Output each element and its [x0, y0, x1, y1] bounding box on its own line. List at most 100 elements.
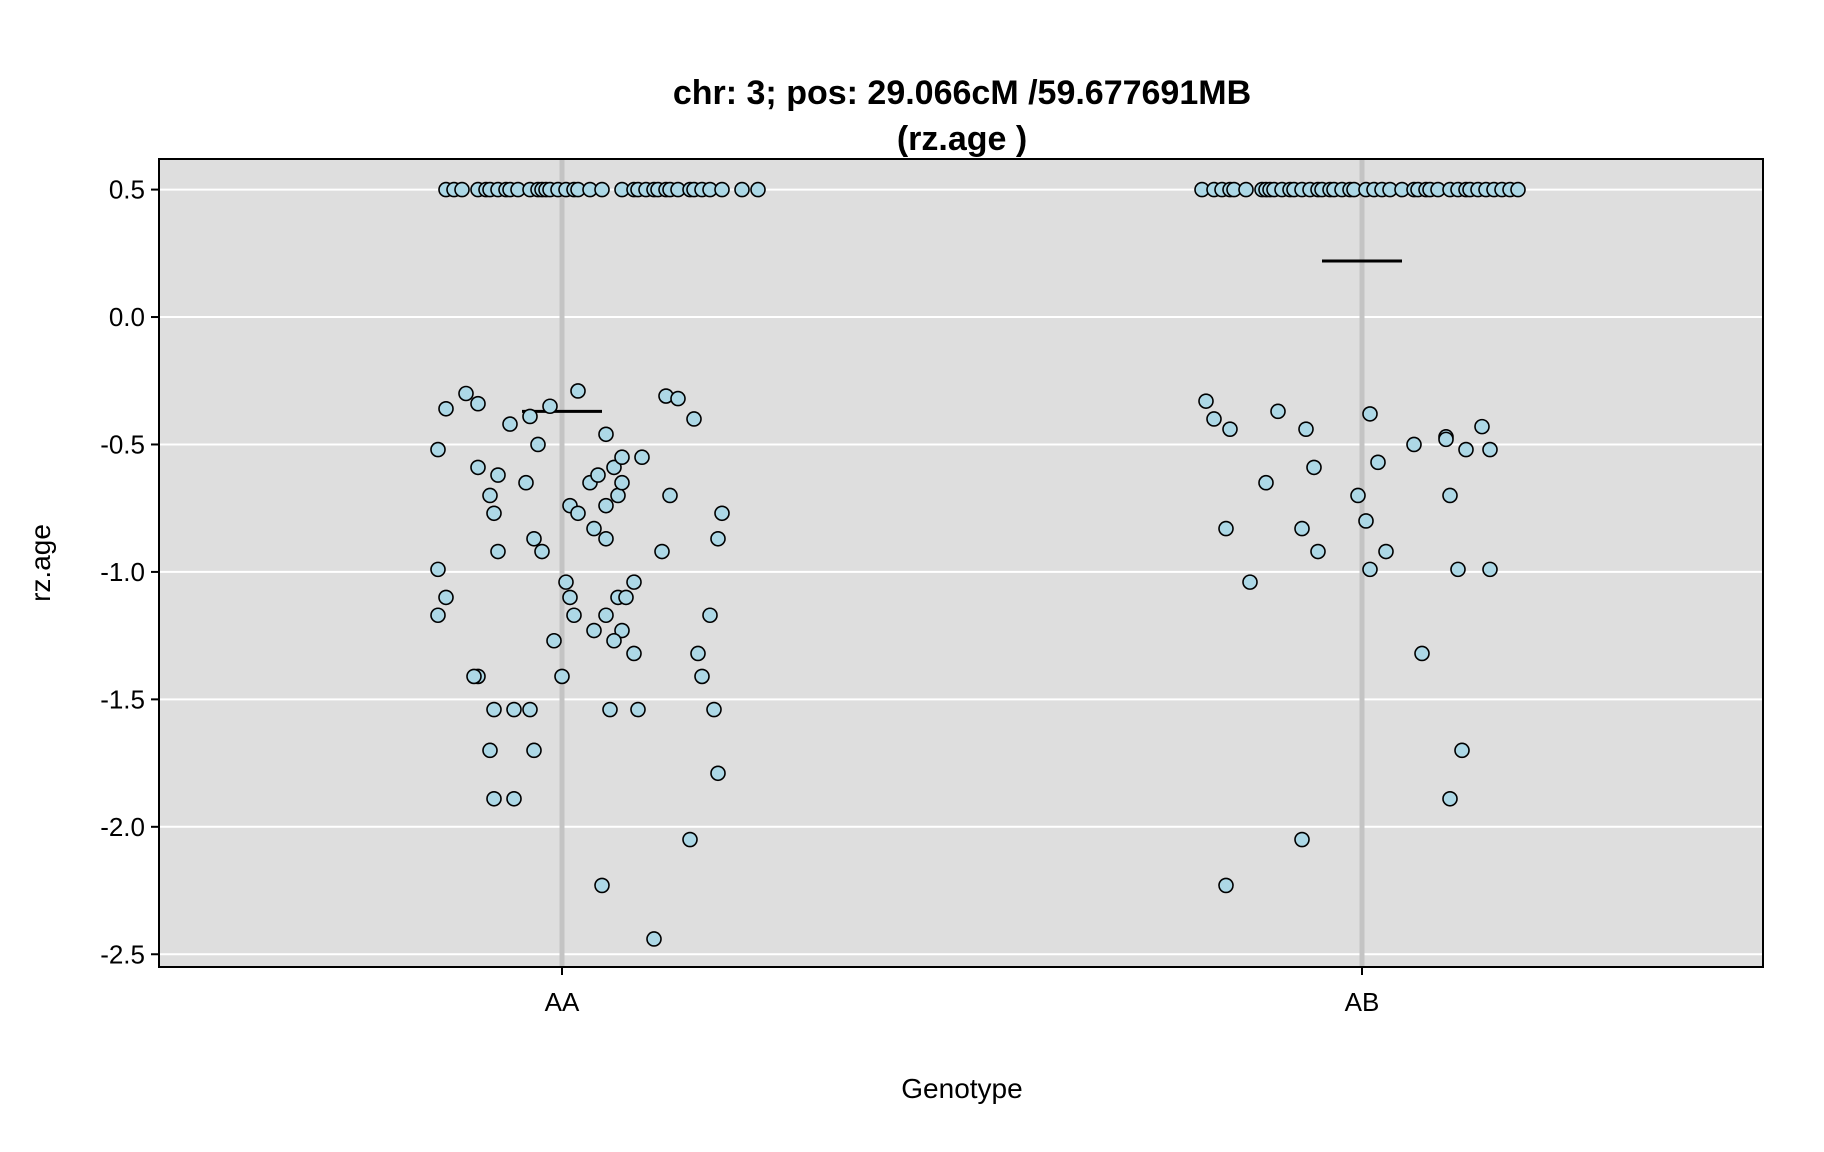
data-point: [714, 505, 730, 522]
data-point: [438, 589, 454, 606]
data-point: [1482, 441, 1498, 458]
data-point: [626, 645, 642, 662]
grid-lines: [159, 188, 1763, 956]
data-point: [430, 561, 446, 578]
y-tick-label: -0.5: [100, 429, 145, 459]
data-point: [470, 395, 486, 412]
data-point: [526, 530, 542, 547]
data-point: [490, 543, 506, 560]
data-point: [486, 790, 502, 807]
data-point: [1454, 742, 1470, 759]
data-point: [682, 831, 698, 848]
data-point: [1414, 645, 1430, 662]
data-point: [706, 701, 722, 718]
data-point: [614, 622, 630, 639]
data-point: [502, 416, 518, 432]
data-point: [430, 441, 446, 458]
y-tick-label: -1.5: [100, 684, 145, 714]
data-point: [1222, 421, 1238, 437]
data-point: [1306, 459, 1322, 476]
data-point: [714, 181, 730, 198]
data-point: [1442, 790, 1458, 807]
data-point: [486, 505, 502, 522]
data-point: [586, 622, 602, 639]
data-point: [1450, 561, 1466, 578]
data-point: [690, 645, 706, 662]
data-point: [670, 390, 686, 407]
data-point: [506, 790, 522, 807]
data-point: [598, 426, 614, 443]
data-point: [562, 589, 578, 606]
y-axis-label: rz.age: [25, 524, 56, 602]
data-point: [530, 436, 546, 453]
data-point: [486, 701, 502, 718]
plot-panel: [159, 159, 1763, 967]
data-point: [586, 520, 602, 537]
data-point: [526, 742, 542, 759]
data-point: [1258, 474, 1274, 491]
data-point: [1218, 520, 1234, 537]
data-point: [430, 607, 446, 624]
data-point: [466, 668, 482, 685]
data-point: [542, 398, 558, 415]
data-point: [1350, 487, 1366, 504]
data-point: [1438, 431, 1454, 448]
data-point: [602, 701, 618, 718]
x-tick-label: AA: [545, 987, 580, 1017]
data-point: [614, 449, 630, 466]
data-point: [610, 487, 626, 504]
data-point: [710, 530, 726, 547]
data-point: [634, 449, 650, 466]
data-point: [598, 497, 614, 514]
data-point: [522, 701, 538, 718]
y-tick-label: -2.0: [100, 812, 145, 842]
y-axis-ticks: 0.5 0.0 -0.5 -1.0 -1.5 -2.0 -2.5: [100, 175, 159, 969]
y-tick-label: 0.5: [109, 175, 145, 205]
data-point: [458, 385, 474, 402]
data-point: [594, 181, 610, 198]
data-point: [1378, 543, 1394, 560]
data-point: [518, 474, 534, 491]
data-point: [1474, 418, 1490, 435]
data-point: [1198, 393, 1214, 409]
data-point: [598, 607, 614, 624]
data-point: [694, 668, 710, 685]
data-point: [1294, 831, 1310, 848]
data-point: [482, 742, 498, 759]
data-point: [1270, 403, 1286, 420]
data-point: [710, 765, 726, 782]
data-point: [1362, 561, 1378, 578]
data-point: [1242, 574, 1258, 590]
y-tick-label: 0.0: [109, 302, 145, 332]
data-point: [590, 467, 606, 483]
data-point: [686, 411, 702, 427]
data-point: [454, 181, 470, 198]
data-point: [1442, 487, 1458, 504]
data-point: [618, 589, 634, 606]
data-point: [1458, 441, 1474, 458]
data-point: [646, 931, 662, 947]
data-points: [430, 181, 1526, 947]
data-point: [630, 701, 646, 718]
data-point: [626, 574, 642, 590]
chart-title-line-2: (rz.age ): [897, 120, 1027, 158]
data-point: [662, 487, 678, 504]
y-tick-label: -1.0: [100, 557, 145, 587]
data-point: [1294, 520, 1310, 537]
data-point: [1406, 436, 1422, 453]
x-axis-ticks: AA AB: [545, 967, 1380, 1017]
data-point: [654, 543, 670, 560]
data-point: [570, 383, 586, 399]
data-point: [1206, 411, 1222, 427]
data-point: [534, 543, 550, 560]
data-point: [554, 668, 570, 685]
data-point: [470, 459, 486, 476]
x-tick-label: AB: [1345, 987, 1380, 1017]
plot-border: [158, 158, 1764, 968]
data-point: [546, 632, 562, 649]
y-tick-label: -2.5: [100, 939, 145, 969]
data-point: [1218, 877, 1234, 894]
data-point: [522, 408, 538, 425]
data-point: [570, 505, 586, 522]
category-lines: [559, 159, 1365, 967]
